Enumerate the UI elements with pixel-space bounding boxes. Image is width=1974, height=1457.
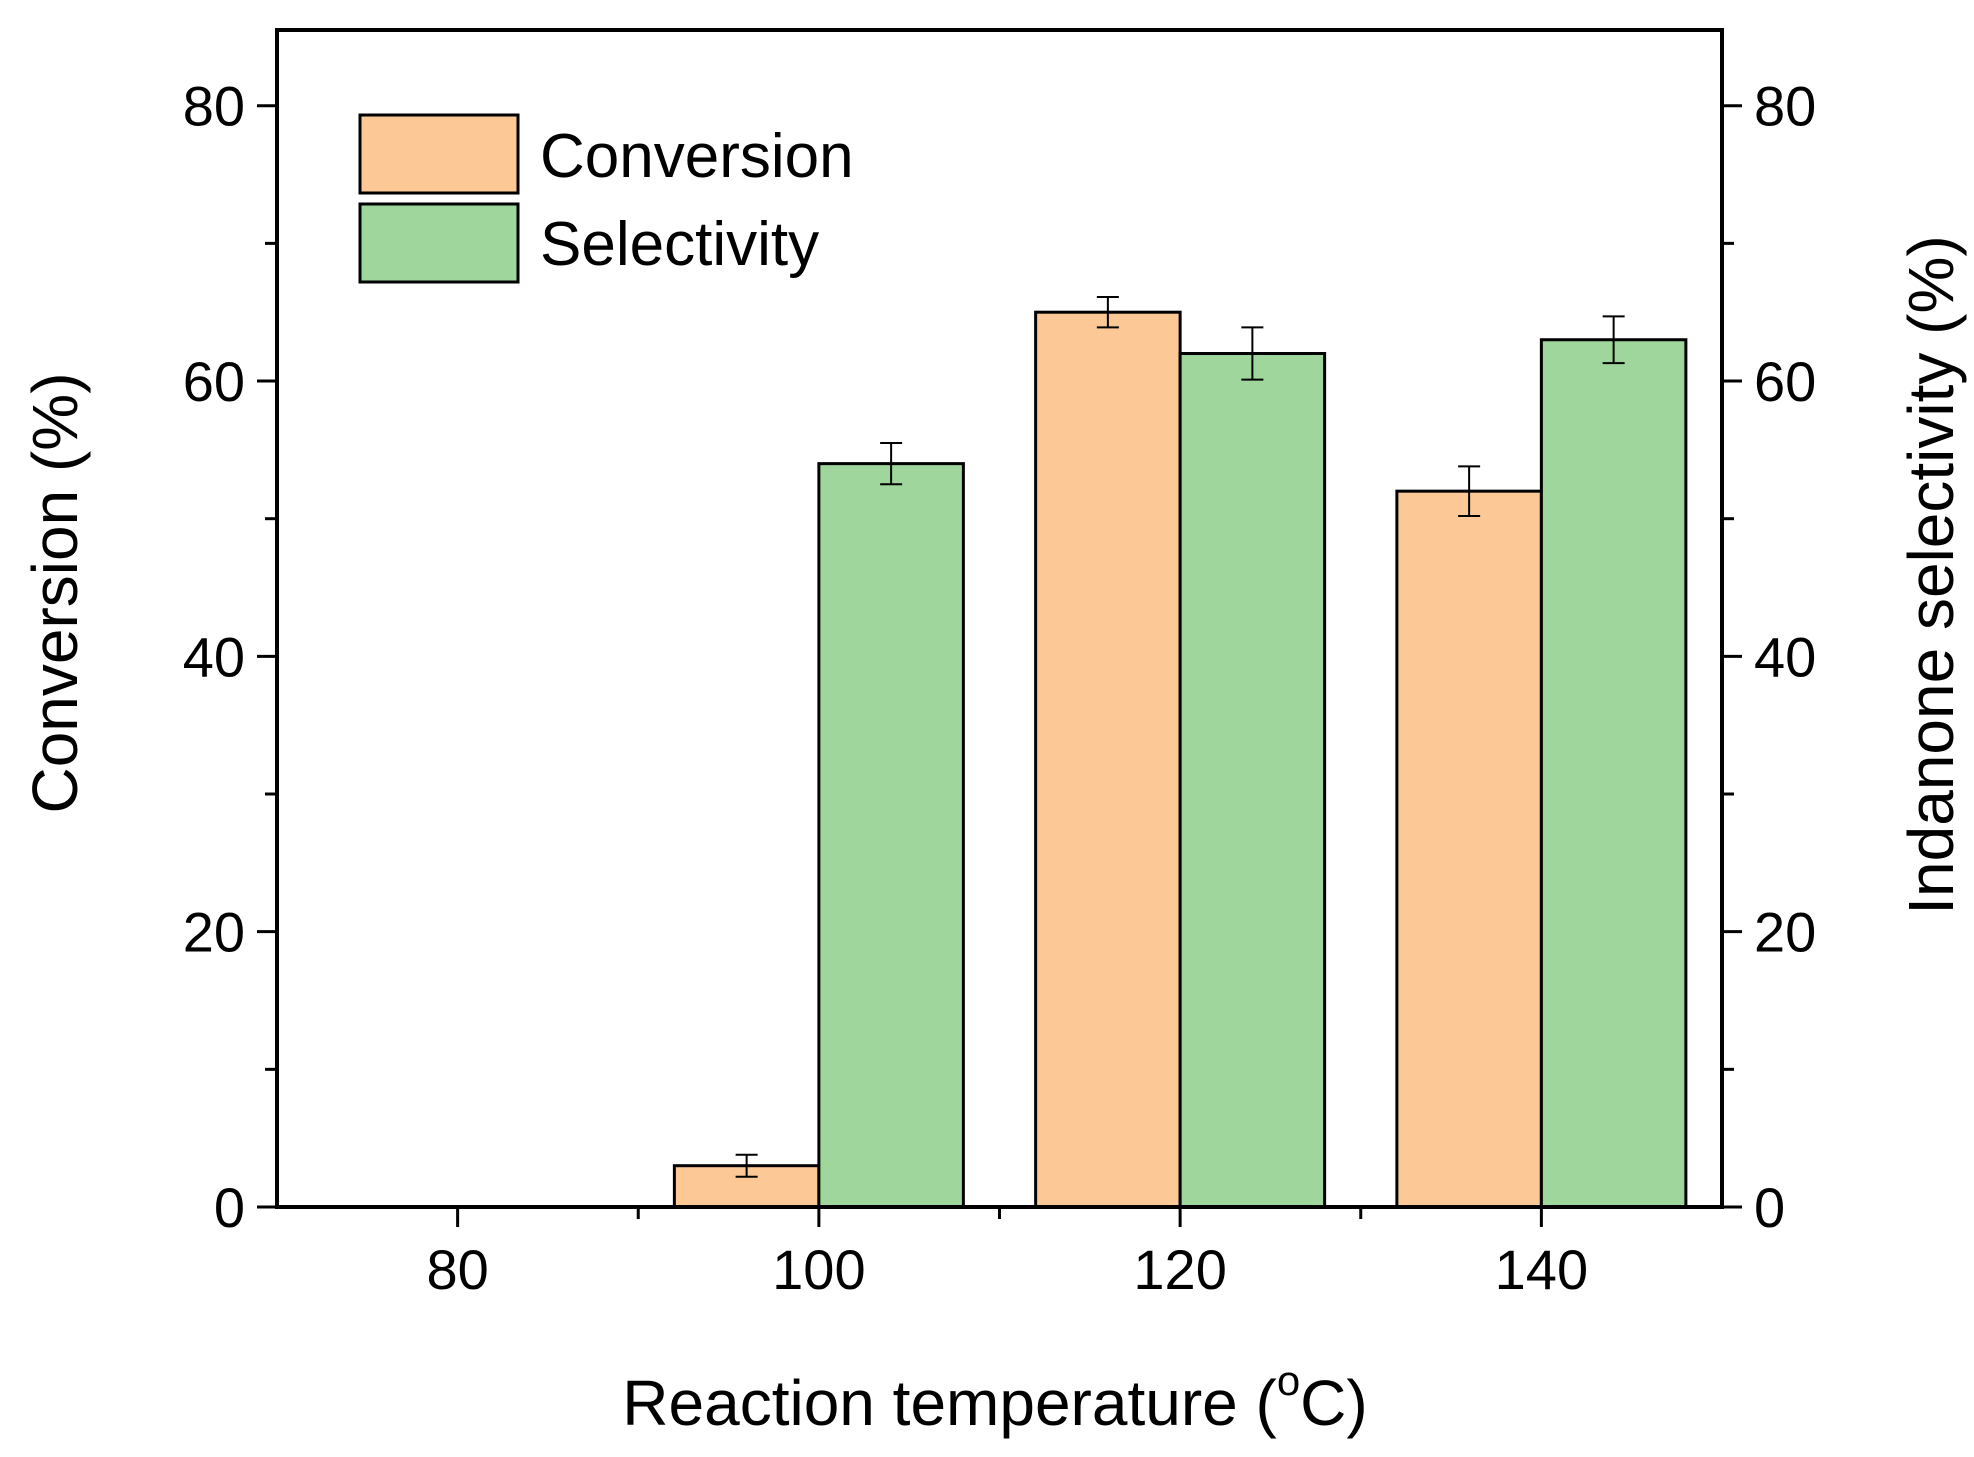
error-bar-selectivity-100	[880, 441, 903, 486]
y-right-tick-label: 60	[1754, 350, 1816, 413]
x-tick-label: 120	[1133, 1238, 1226, 1301]
y-right-tick-label: 80	[1754, 75, 1816, 138]
bar-selectivity-140	[1539, 338, 1688, 1209]
y-left-tick-label: 0	[214, 1176, 245, 1239]
x-axis-title-end: C)	[1300, 1367, 1368, 1439]
bar-selectivity-100	[817, 462, 965, 1209]
legend-swatch-selectivity	[358, 202, 520, 284]
y-right-tick-label: 0	[1754, 1176, 1785, 1239]
x-axis-tick-labels: 80 100 120 140	[426, 1238, 1588, 1301]
legend-swatch-conversion	[358, 113, 520, 195]
x-axis-title-superscript: o	[1277, 1357, 1300, 1404]
legend-label-selectivity: Selectivity	[540, 210, 819, 279]
y-left-tick-label: 20	[183, 901, 245, 964]
y-left-tick-label: 40	[183, 625, 245, 688]
x-tick-label: 140	[1495, 1238, 1588, 1301]
legend-label-conversion: Conversion	[540, 122, 854, 191]
error-bar-selectivity-120	[1241, 326, 1264, 381]
bars-layer	[672, 310, 1688, 1209]
y-right-tick-label: 20	[1754, 901, 1816, 964]
x-tick-label: 80	[426, 1238, 488, 1301]
y-left-tick-label: 60	[183, 350, 245, 413]
y-axis-left-tick-labels: 0 20 40 60 80	[183, 75, 245, 1239]
y-axis-left-title: Conversion (%)	[19, 372, 91, 813]
y-left-tick-label: 80	[183, 75, 245, 138]
x-axis-title-main: Reaction temperature (	[622, 1367, 1277, 1439]
error-bar-conversion-100	[735, 1153, 758, 1178]
bar-conversion-120	[1034, 310, 1182, 1209]
ticks-layer	[257, 104, 1742, 1227]
error-bars-layer	[735, 296, 1625, 1178]
bar-conversion-140	[1395, 489, 1543, 1209]
x-tick-label: 100	[772, 1238, 865, 1301]
y-axis-right-title: Indanone selectivity (%)	[1895, 235, 1967, 914]
error-bar-conversion-120	[1096, 296, 1119, 329]
x-axis-title: Reaction temperature (oC)	[622, 1357, 1367, 1439]
error-bar-conversion-140	[1458, 465, 1481, 517]
legend: Conversion Selectivity	[358, 113, 854, 284]
error-bar-selectivity-140	[1602, 315, 1625, 365]
bar-selectivity-120	[1178, 352, 1327, 1209]
y-axis-right-tick-labels: 0 20 40 60 80	[1754, 75, 1816, 1239]
y-right-tick-label: 40	[1754, 625, 1816, 688]
